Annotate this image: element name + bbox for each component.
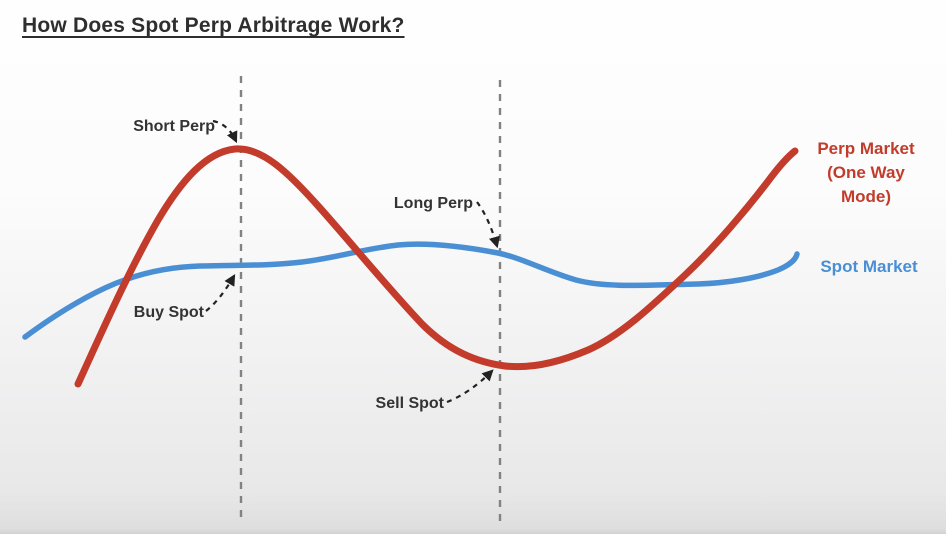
annotation-short-perp: Short Perp (133, 118, 215, 135)
perp-market-label-line3: Mode) (841, 187, 891, 206)
perp-market-label-line1: Perp Market (817, 139, 915, 158)
buy-spot-arrow (205, 274, 236, 312)
page-title: How Does Spot Perp Arbitrage Work? (22, 14, 405, 37)
spot-market-label: Spot Market (820, 257, 918, 276)
perp-market-curve (74, 145, 799, 388)
short-perp-arrow (212, 119, 238, 144)
long-perp-arrow (476, 201, 500, 249)
spot-market-curve (22, 241, 800, 340)
annotation-long-perp: Long Perp (394, 195, 473, 212)
perp-market-label-line2: (One Way (827, 163, 905, 182)
annotation-buy-spot: Buy Spot (134, 304, 205, 321)
sell-spot-arrow (446, 369, 494, 404)
annotation-sell-spot: Sell Spot (376, 395, 445, 412)
